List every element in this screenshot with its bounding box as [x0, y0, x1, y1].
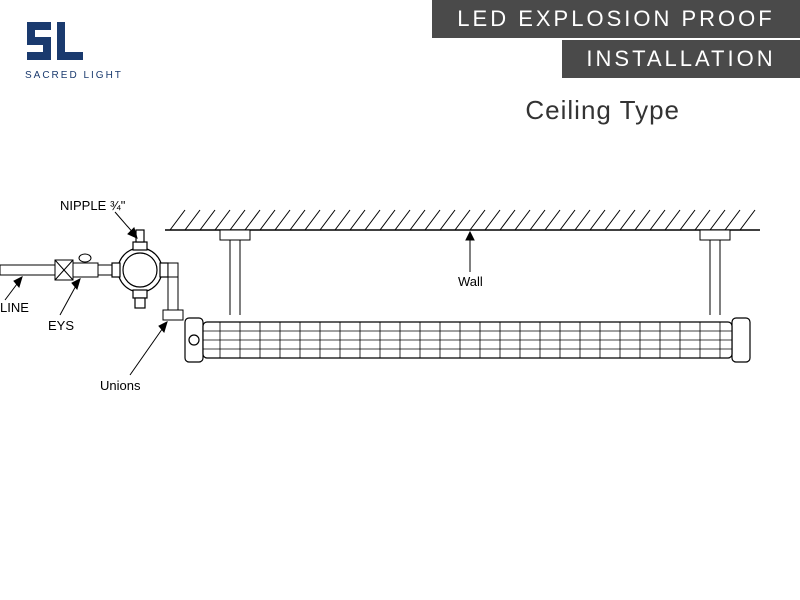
mount-bracket-right — [700, 230, 730, 315]
label-unions: Unions — [100, 378, 140, 393]
conduit — [0, 254, 118, 280]
ceiling-hatch — [165, 210, 760, 230]
junction-box — [112, 230, 168, 308]
label-line: LINE — [0, 300, 29, 315]
logo-icon — [25, 20, 87, 62]
page-subtitle: Ceiling Type — [525, 95, 680, 126]
light-fixture — [185, 318, 750, 362]
header-line-1: LED EXPLOSION PROOF — [430, 0, 800, 38]
mount-bracket-left — [220, 230, 250, 315]
diagram-svg — [0, 200, 800, 480]
label-nipple: NIPPLE ¾" — [60, 198, 125, 213]
label-eys: EYS — [48, 318, 74, 333]
header-banner: LED EXPLOSION PROOF INSTALLATION — [430, 0, 800, 78]
header-line-2: INSTALLATION — [560, 40, 800, 78]
brand-logo: SACRED LIGHT — [25, 20, 123, 81]
installation-diagram: NIPPLE ¾" LINE EYS Unions Wall — [0, 200, 800, 480]
wall-pointer — [466, 232, 474, 272]
logo-mark — [25, 20, 123, 62]
brand-name: SACRED LIGHT — [25, 70, 123, 81]
label-wall: Wall — [458, 274, 483, 289]
